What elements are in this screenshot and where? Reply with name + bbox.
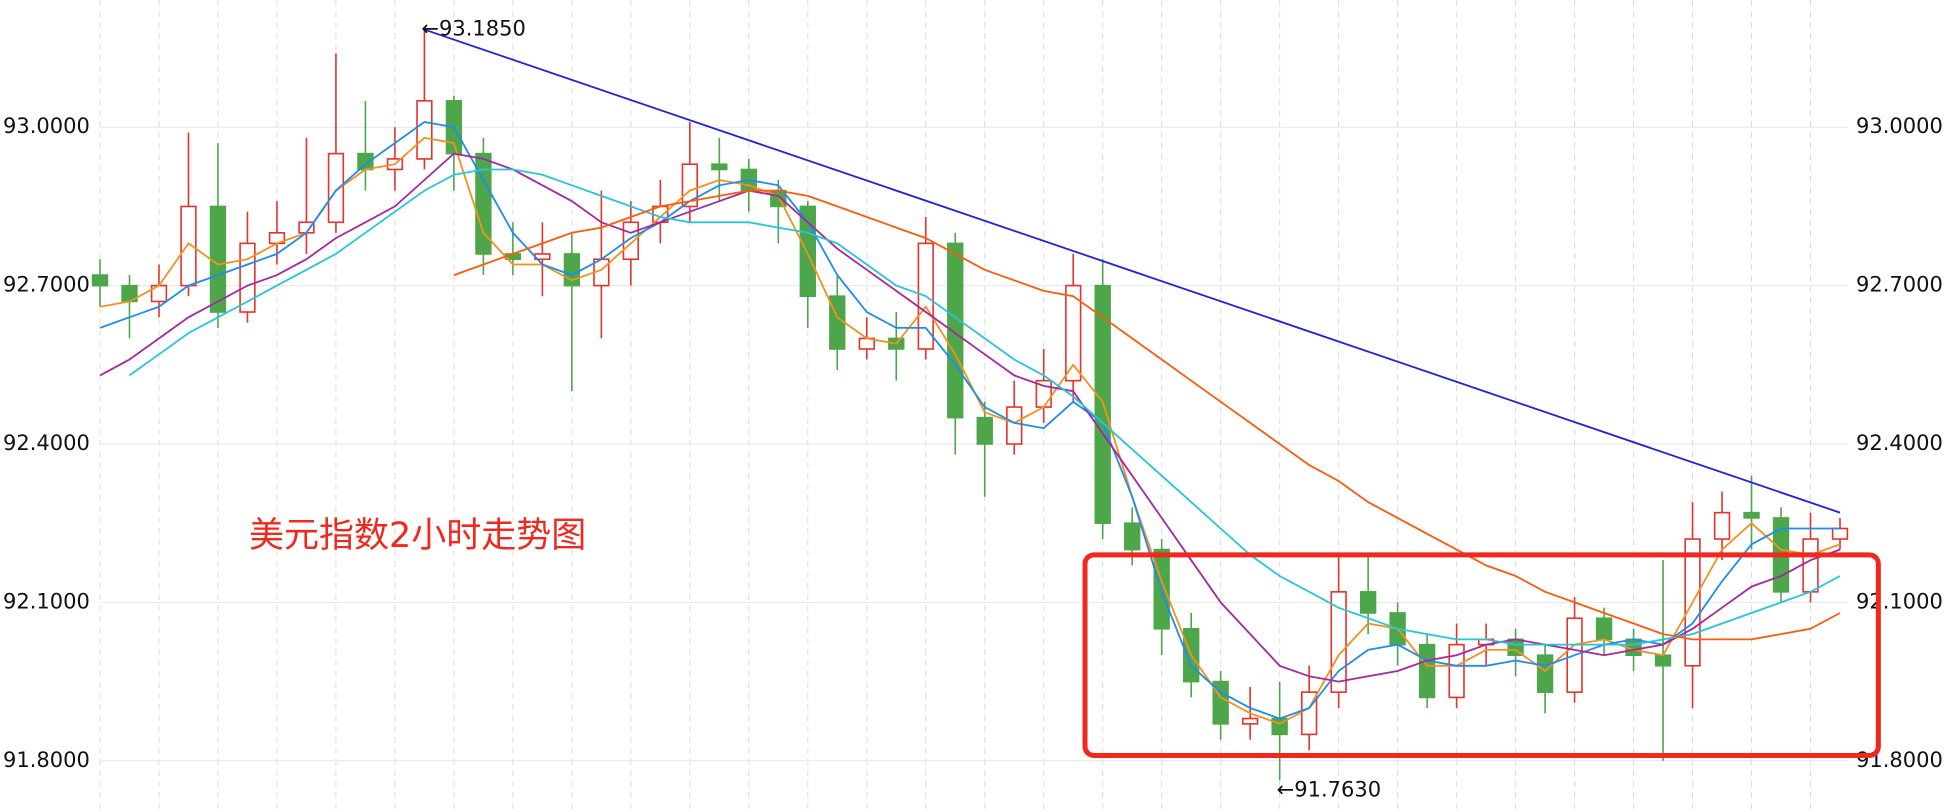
candle-body: [1713, 511, 1731, 540]
candle-body: [327, 152, 345, 224]
candle-body: [91, 274, 109, 287]
y-tick-label: 92.7000: [3, 273, 90, 297]
candle-body: [1595, 617, 1613, 641]
candle-body: [1006, 406, 1023, 445]
highlight-box: [1082, 552, 1881, 759]
candle-body: [209, 205, 227, 313]
y-tick-label: 92.4000: [3, 431, 90, 455]
candle-body: [1448, 643, 1465, 699]
candle-body: [475, 152, 492, 255]
y2-tick-label: 92.7000: [1856, 273, 1943, 297]
candle-body: [947, 242, 964, 419]
ma-line: [128, 168, 1841, 646]
candle-body: [1065, 284, 1082, 382]
y-tick-label: 92.1000: [3, 589, 90, 613]
candle-body: [1124, 522, 1141, 551]
ma-line: [99, 121, 1840, 720]
trendline: [424, 28, 1841, 514]
candle-body: [799, 205, 816, 297]
annotation: ←91.7630: [1277, 777, 1381, 801]
ma-line: [453, 189, 1841, 641]
y-tick-label: 93.0000: [3, 114, 90, 138]
candle-body: [416, 100, 433, 160]
candle-body: [1359, 591, 1377, 614]
candle-body: [1418, 643, 1436, 699]
y-tick-label: 91.8000: [3, 748, 90, 772]
candle-body: [1330, 591, 1347, 693]
candle-body: [711, 163, 728, 171]
annotation: ←93.1850: [421, 17, 525, 41]
candle-body: [1654, 654, 1672, 667]
y2-tick-label: 92.1000: [1856, 589, 1943, 613]
ma-line: [99, 136, 1841, 725]
y2-tick-label: 93.0000: [1856, 114, 1943, 138]
candle-body: [1802, 538, 1819, 593]
y2-tick-label: 91.8000: [1856, 748, 1943, 772]
candle-body: [1831, 527, 1849, 540]
candle-body: [976, 416, 993, 445]
y2-tick-label: 92.4000: [1856, 431, 1943, 455]
candle-body: [681, 163, 699, 208]
chart-title: 美元指数2小时走势图: [249, 516, 586, 556]
candle-body: [1536, 654, 1554, 693]
candle-body: [1241, 717, 1259, 725]
candle-body: [1743, 511, 1760, 519]
